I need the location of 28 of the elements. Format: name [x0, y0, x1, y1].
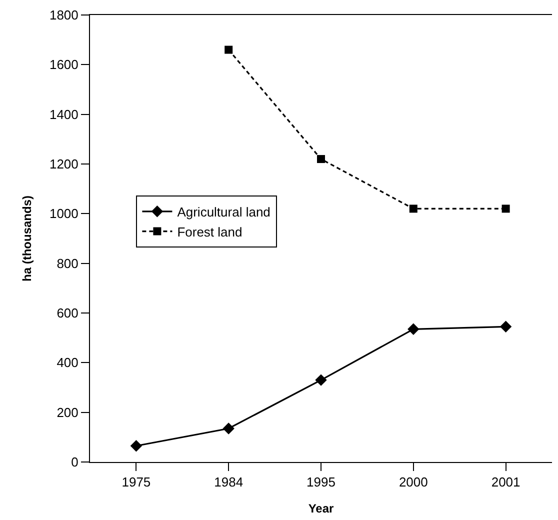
x-tick-label: 1975 [122, 474, 151, 490]
y-tick-label: 400 [56, 355, 78, 370]
y-tick-label: 1800 [49, 8, 78, 23]
y-axis-title: ha (thousands) [20, 196, 34, 282]
point [315, 374, 327, 386]
x-tick-label: 2001 [491, 474, 520, 490]
point [317, 155, 325, 164]
point [408, 323, 420, 335]
point [224, 46, 233, 54]
legend-label: Agricultural land [177, 204, 270, 220]
point [222, 422, 234, 434]
point [502, 204, 510, 213]
y-tick-label: 0 [71, 454, 78, 470]
legend-label: Forest land [177, 224, 242, 240]
y-tick-label: 1400 [49, 106, 78, 122]
x-tick-label: 2000 [398, 474, 428, 490]
y-tick-label: 1200 [49, 156, 78, 172]
x-tick-label: 1984 [214, 474, 244, 490]
y-tick-label: 600 [56, 306, 78, 321]
y-tick-label: 800 [56, 256, 78, 271]
y-tick-label: 1000 [49, 206, 78, 222]
y-tick-label: 200 [56, 404, 78, 420]
x-tick-label: 1995 [306, 474, 336, 490]
point [130, 440, 142, 452]
y-tick-label: 1600 [49, 57, 78, 72]
point [409, 204, 418, 213]
point [500, 320, 512, 333]
x-axis-title: Year [308, 502, 334, 516]
